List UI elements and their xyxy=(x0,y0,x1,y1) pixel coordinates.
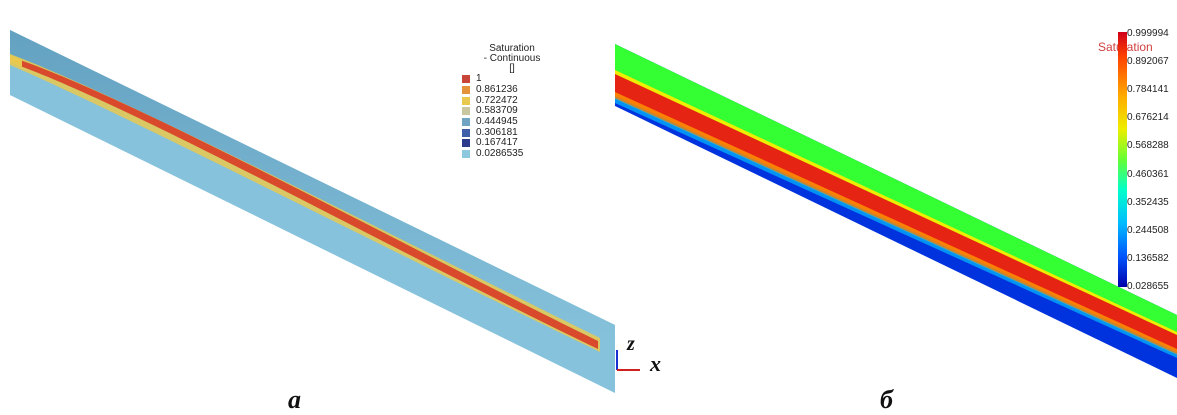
axis-z-label: z xyxy=(627,333,635,355)
legend-a-label: 0.722472 xyxy=(476,94,518,106)
legend-a-swatch xyxy=(462,75,470,84)
caption-panel-b: б xyxy=(880,385,893,414)
legend-a-title-line2: - Continuous xyxy=(483,53,541,64)
legend-a-label: 1 xyxy=(476,73,482,85)
legend-a-swatch xyxy=(462,107,470,116)
legend-a-label: 0.583709 xyxy=(476,105,518,117)
legend-a-item: 0.583709 xyxy=(462,106,572,117)
legend-a-item: 1 xyxy=(462,74,572,85)
legend-b-tick-label: 0.892067 xyxy=(1127,56,1169,68)
legend-a-item: 0.306181 xyxy=(462,127,572,138)
panel-b-slab xyxy=(615,44,1177,378)
legend-a-swatch xyxy=(462,150,470,159)
legend-a-item: 0.0286535 xyxy=(462,149,572,160)
legend-a-swatch xyxy=(462,128,470,137)
legend-a-label: 0.0286535 xyxy=(476,148,524,160)
legend-b-tick-label: 0.568288 xyxy=(1127,140,1169,152)
legend-a-swatch xyxy=(462,96,470,105)
legend-a-title-line1: Saturation xyxy=(489,43,535,54)
legend-b-tick-label: 0.784141 xyxy=(1127,84,1169,96)
legend-a-item: 0.722472 xyxy=(462,95,572,106)
legend-b-tick-label: 0.028655 xyxy=(1127,281,1169,292)
legend-b-tick-label: 0.352435 xyxy=(1127,196,1169,208)
legend-b-tick-label: 0.999994 xyxy=(1127,28,1169,39)
axis-x-label: x xyxy=(650,351,661,376)
legend-a-label: 0.306181 xyxy=(476,126,518,138)
legend-a-label: 0.861236 xyxy=(476,84,518,96)
legend-a-title-line3: [] xyxy=(509,63,515,74)
legend-a-swatch xyxy=(462,86,470,95)
legend-a-item: 0.444945 xyxy=(462,117,572,128)
legend-a-label: 0.444945 xyxy=(476,116,518,128)
legend-a-swatch xyxy=(462,118,470,127)
legend-b-tick-label: 0.460361 xyxy=(1127,168,1169,180)
legend-a-item: 0.861236 xyxy=(462,85,572,96)
legend-panel-a: Saturation - Continuous [] 1 0.861236 0.72… xyxy=(452,44,572,160)
legend-b-colorbar xyxy=(1118,32,1127,287)
legend-a-label: 0.167417 xyxy=(476,137,518,149)
legend-b-tick-label: 0.676214 xyxy=(1127,112,1169,124)
legend-b-tick-label: 0.244508 xyxy=(1127,224,1169,236)
legend-a-swatch xyxy=(462,139,470,148)
axis-triad xyxy=(616,350,640,371)
legend-a-item: 0.167417 xyxy=(462,138,572,149)
caption-panel-a: а xyxy=(288,385,301,414)
panel-a-slab xyxy=(10,30,615,393)
legend-b-tick-label: 0.136582 xyxy=(1127,252,1169,264)
